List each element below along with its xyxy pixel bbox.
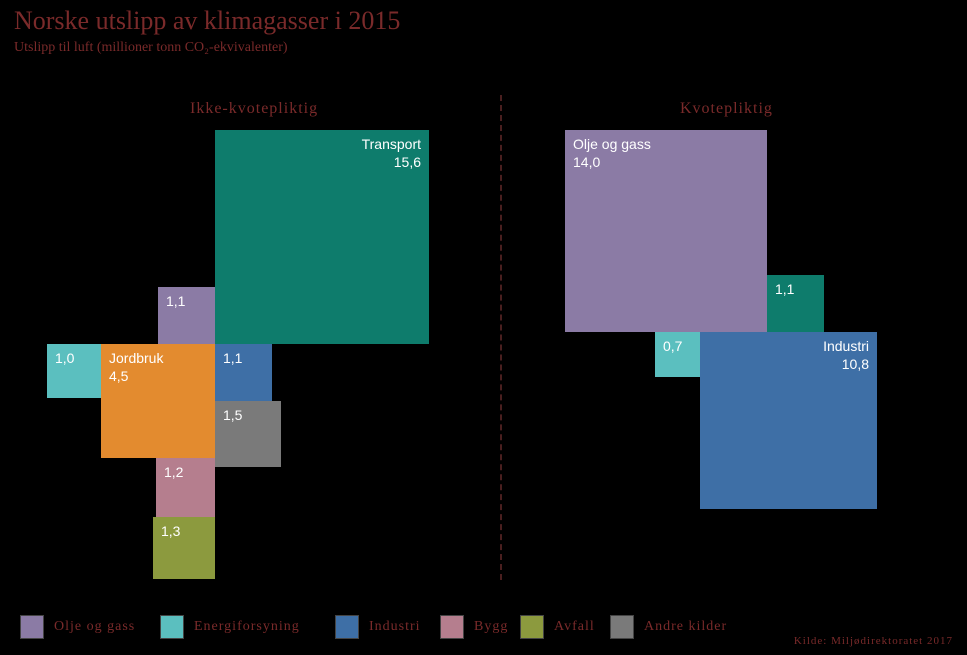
data-box-avfall: 1,3: [153, 517, 215, 579]
data-box-industri-right: Industri 10,8: [700, 332, 877, 509]
chart-title: Norske utslipp av klimagasser i 2015: [14, 6, 400, 36]
data-box-label-jordbruk: Jordbruk 4,5: [101, 344, 215, 391]
legend-item-olje: Olje og gass: [20, 615, 135, 639]
legend-item-energi: Energiforsyning: [160, 615, 300, 639]
legend-label-industri: Industri: [369, 619, 421, 635]
data-box-label-olje-right: Olje og gass 14,0: [565, 130, 767, 177]
data-box-bygg: 1,2: [156, 458, 215, 517]
data-box-label-andre: 1,5: [215, 401, 281, 431]
legend-swatch-bygg: [440, 615, 464, 639]
legend-label-avfall: Avfall: [554, 619, 595, 635]
legend-swatch-andre: [610, 615, 634, 639]
section-label-right: Kvotepliktig: [680, 100, 773, 118]
data-box-olje-left: 1,1: [158, 287, 215, 344]
data-box-label-bygg: 1,2: [156, 458, 215, 488]
legend-swatch-avfall: [520, 615, 544, 639]
data-box-transport-right: 1,1: [767, 275, 824, 332]
legend-item-industri: Industri: [335, 615, 421, 639]
legend-label-andre: Andre kilder: [644, 619, 727, 635]
data-box-jordbruk: Jordbruk 4,5: [101, 344, 215, 458]
legend-swatch-energi: [160, 615, 184, 639]
data-box-label-energi-right: 0,7: [655, 332, 700, 362]
data-box-label-energi-left: 1,0: [47, 344, 101, 374]
data-box-label-transport: Transport 15,6: [354, 130, 429, 344]
legend-label-olje: Olje og gass: [54, 619, 135, 635]
data-box-olje-right: Olje og gass 14,0: [565, 130, 767, 332]
legend-swatch-olje: [20, 615, 44, 639]
data-box-label-industri-right: Industri 10,8: [815, 332, 877, 509]
data-box-andre: 1,5: [215, 401, 281, 467]
chart-subtitle: Utslipp til luft (millioner tonn CO₂-ekv…: [14, 40, 288, 56]
legend-swatch-industri: [335, 615, 359, 639]
section-divider: [500, 95, 502, 580]
data-box-industri-left: 1,1: [215, 344, 272, 401]
data-box-energi-right: 0,7: [655, 332, 700, 377]
data-box-label-industri-left: 1,1: [215, 344, 272, 374]
data-box-label-olje-left: 1,1: [158, 287, 215, 317]
legend-item-bygg: Bygg: [440, 615, 508, 639]
legend-label-bygg: Bygg: [474, 619, 508, 635]
legend-label-energi: Energiforsyning: [194, 619, 300, 635]
data-box-energi-left: 1,0: [47, 344, 101, 398]
chart-source: Kilde: Miljødirektoratet 2017: [794, 635, 953, 647]
data-box-transport: Transport 15,6: [215, 130, 429, 344]
data-box-label-avfall: 1,3: [153, 517, 215, 547]
legend-item-avfall: Avfall: [520, 615, 595, 639]
data-box-label-transport-right: 1,1: [767, 275, 824, 305]
legend-item-andre: Andre kilder: [610, 615, 727, 639]
section-label-left: Ikke-kvotepliktig: [190, 100, 318, 118]
